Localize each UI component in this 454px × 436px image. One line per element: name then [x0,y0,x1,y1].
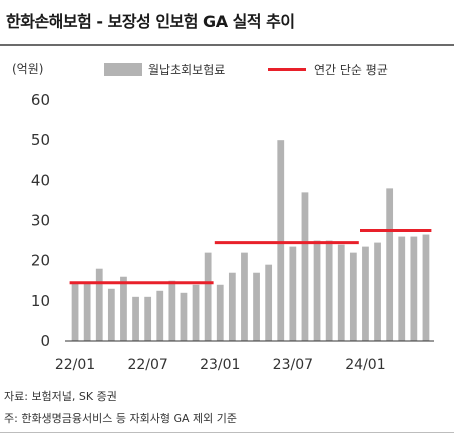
bar [301,192,309,341]
bar [95,268,103,341]
bar [168,280,176,341]
x-tick-label: 22/07 [127,357,167,373]
x-tick-label: 22/01 [55,357,95,373]
bar [410,236,418,341]
legend-line-swatch [268,68,306,71]
bar [289,246,297,341]
bar [192,284,200,341]
bar [132,296,139,341]
bar [398,236,406,341]
y-tick-label: 60 [31,91,50,109]
title-divider [0,44,454,46]
legend-bar-swatch [104,63,142,76]
bar [253,272,260,341]
bar [349,252,357,341]
bar [386,188,394,341]
bar [325,240,333,341]
bar [156,290,164,341]
bar [204,252,212,341]
bar [422,234,430,341]
y-tick-label: 50 [31,131,50,149]
y-tick-label: 20 [31,252,50,270]
x-tick-label: 23/07 [273,357,313,373]
bar [337,244,345,341]
bar [362,246,369,341]
y-tick-label: 40 [31,171,50,189]
x-tick-label: 23/01 [200,357,240,373]
bar [83,282,91,341]
y-tick-label: 10 [31,292,50,310]
bar [107,288,115,341]
y-axis-unit-label: (억원) [12,62,44,76]
bar [241,252,248,341]
chart-title: 한화손해보험 - 보장성 인보험 GA 실적 추이 [6,12,295,31]
bottom-divider [0,432,454,433]
legend-line-label: 연간 단순 평균 [314,63,388,77]
bar [313,240,321,341]
bar [180,292,188,341]
y-tick-label: 30 [31,212,50,230]
source-note: 자료: 보험저널, SK 증권 [4,390,117,403]
bar [277,140,285,341]
footnote: 주: 한화생명금융서비스 등 자회사형 GA 제외 기준 [4,412,238,425]
bar [374,242,381,341]
bar [216,284,224,341]
x-tick-label: 24/01 [345,357,385,373]
y-tick-label: 0 [40,332,50,350]
bar [144,296,152,341]
bar [228,272,236,341]
bar [71,282,79,341]
legend-bar-label: 월납초회보험료 [148,63,226,77]
bar-chart: 0 10 20 30 40 50 60 22/01 22/07 23/01 23/07 24/01 [31,91,434,373]
bar [265,264,273,341]
bar [120,276,127,341]
